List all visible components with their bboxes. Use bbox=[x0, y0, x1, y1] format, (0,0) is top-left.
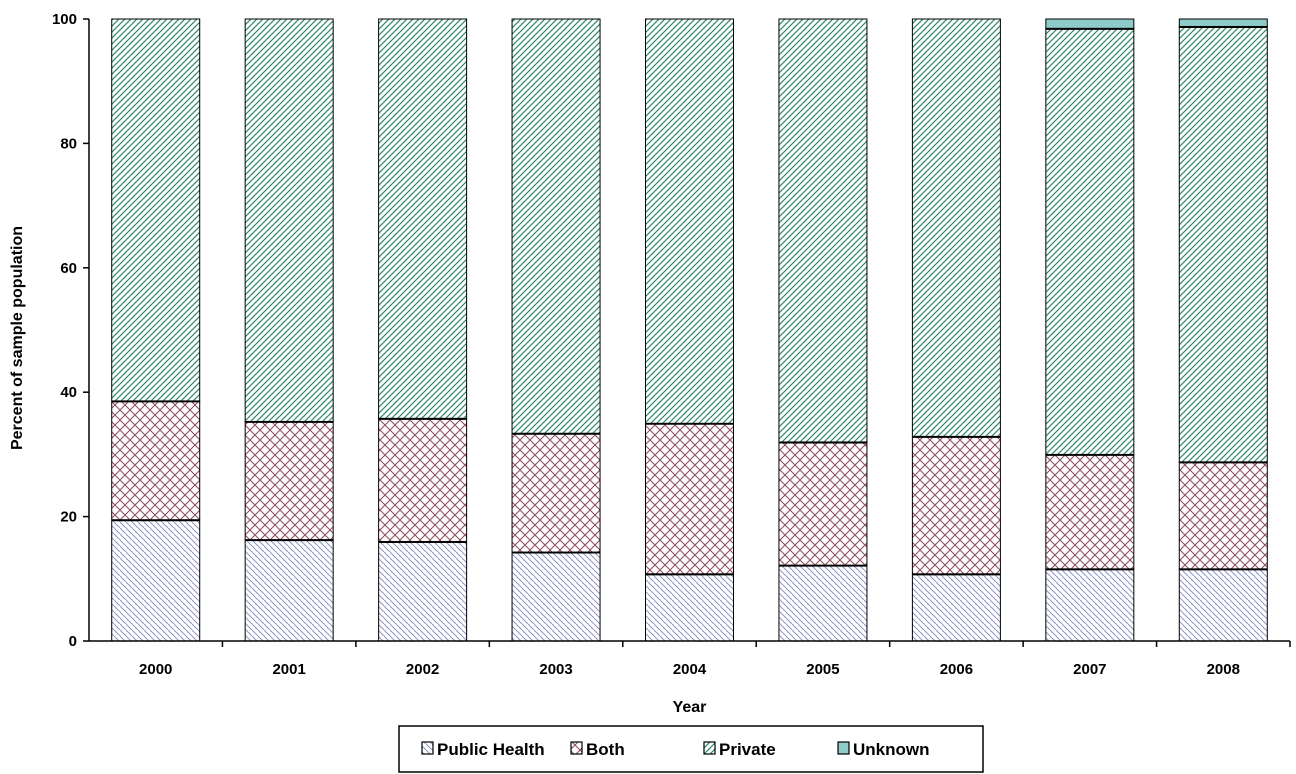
legend: Public Health Both Private Unknown bbox=[398, 725, 984, 773]
bar-segment-both-2004 bbox=[645, 422, 734, 575]
legend-label-private: Private bbox=[719, 740, 776, 759]
legend-swatch-unknown bbox=[837, 741, 850, 755]
bar-segment-private-2002 bbox=[378, 18, 468, 419]
legend-label-both: Both bbox=[586, 740, 625, 759]
x-tick-label: 2007 bbox=[1073, 661, 1106, 678]
bar-group-2002 bbox=[378, 18, 468, 642]
bar-segment-public-health-2005 bbox=[778, 564, 868, 642]
bar-segment-public-health-2000 bbox=[111, 519, 201, 642]
bar-group-2000 bbox=[111, 18, 201, 642]
bar-segment-both-2000 bbox=[111, 400, 201, 521]
bar-segment-unknown-2007 bbox=[1045, 18, 1135, 29]
bar-segment-public-health-2007 bbox=[1045, 568, 1135, 642]
bar-segment-private-2001 bbox=[244, 18, 334, 422]
bar-segment-public-health-2008 bbox=[1178, 568, 1268, 642]
y-tick-label: 80 bbox=[60, 135, 77, 152]
legend-label-unknown: Unknown bbox=[853, 740, 930, 759]
bar-group-2003 bbox=[511, 18, 601, 642]
x-tick-label: 2008 bbox=[1207, 661, 1240, 678]
bar-segment-private-2008 bbox=[1178, 25, 1268, 463]
legend-swatch-both bbox=[570, 741, 583, 755]
bar-segment-public-health-2006 bbox=[911, 573, 1001, 642]
bar-segment-private-2007 bbox=[1045, 27, 1135, 455]
y-tick-label: 0 bbox=[69, 633, 77, 650]
bar-segment-private-2003 bbox=[511, 18, 601, 434]
bar-segment-unknown-2008 bbox=[1178, 18, 1268, 27]
bar-segment-public-health-2004 bbox=[645, 573, 734, 642]
x-tick-label: 2004 bbox=[673, 661, 707, 678]
y-tick-label: 100 bbox=[52, 11, 77, 28]
bar-group-2005 bbox=[778, 18, 868, 642]
y-axis-ticks: 0 20 40 60 80 100 bbox=[52, 11, 89, 650]
legend-swatch-public-health bbox=[421, 741, 434, 755]
x-axis-title: Year bbox=[673, 699, 707, 716]
bar-segment-both-2003 bbox=[511, 432, 601, 553]
bar-segment-public-health-2002 bbox=[378, 540, 468, 642]
bar-group-2007 bbox=[1045, 18, 1135, 642]
x-tick-label: 2000 bbox=[139, 661, 172, 678]
x-axis-ticks: 2000 2001 2002 2003 2004 2005 2006 2007 2008 bbox=[139, 641, 1291, 678]
bar-segment-both-2002 bbox=[378, 417, 468, 542]
legend-swatch-private bbox=[703, 741, 716, 755]
bar-segment-private-2000 bbox=[111, 18, 201, 402]
bar-segment-public-health-2003 bbox=[511, 551, 601, 642]
bar-segment-private-2005 bbox=[778, 18, 868, 443]
x-tick-label: 2003 bbox=[539, 661, 572, 678]
bar-segment-private-2004 bbox=[645, 18, 734, 424]
x-tick-label: 2001 bbox=[272, 661, 305, 678]
bar-segment-both-2005 bbox=[778, 441, 868, 566]
bar-segment-both-2006 bbox=[911, 435, 1001, 575]
y-tick-label: 60 bbox=[60, 260, 77, 277]
bar-group-2001 bbox=[244, 18, 334, 642]
bar-segment-private-2006 bbox=[911, 18, 1001, 437]
bar-segment-both-2007 bbox=[1045, 453, 1135, 570]
bar-segment-both-2001 bbox=[244, 420, 334, 541]
x-tick-label: 2005 bbox=[806, 661, 839, 678]
x-tick-label: 2006 bbox=[940, 661, 973, 678]
bars bbox=[111, 18, 1268, 642]
legend-box bbox=[398, 725, 984, 773]
y-tick-label: 40 bbox=[60, 384, 77, 401]
bar-segment-both-2008 bbox=[1178, 461, 1268, 570]
y-tick-label: 20 bbox=[60, 509, 77, 526]
bar-segment-public-health-2001 bbox=[244, 539, 334, 642]
bar-group-2008 bbox=[1178, 18, 1268, 642]
bar-group-2004 bbox=[645, 18, 734, 642]
bar-group-2006 bbox=[911, 18, 1001, 642]
x-tick-label: 2002 bbox=[406, 661, 439, 678]
y-axis-title: Percent of sample population bbox=[9, 226, 26, 450]
legend-label-public-health: Public Health bbox=[437, 740, 545, 759]
